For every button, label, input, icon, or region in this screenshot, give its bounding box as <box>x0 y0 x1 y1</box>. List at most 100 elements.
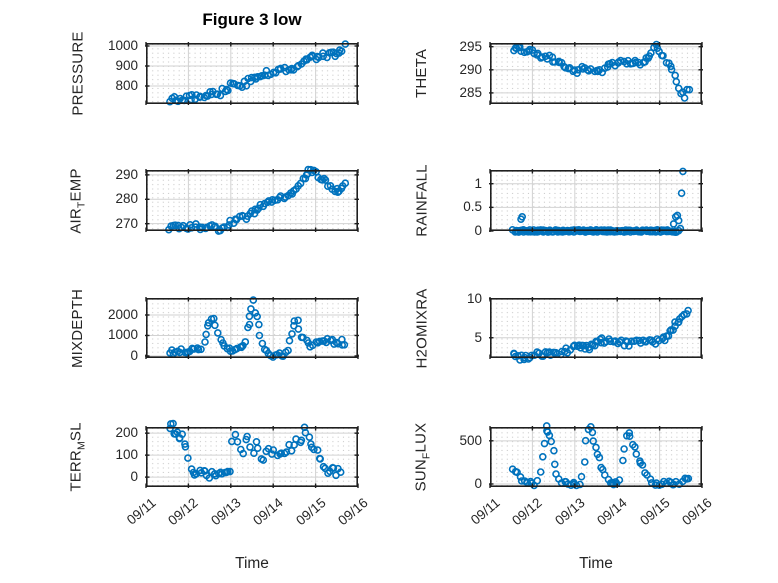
y-tick-label: 295 <box>459 38 482 54</box>
x-tick-label: 09/11 <box>123 495 159 528</box>
y-tick-label: 200 <box>115 424 138 440</box>
data-point-marker <box>241 338 250 346</box>
y-tick-label: 900 <box>115 57 138 73</box>
data-point-marker <box>288 330 296 338</box>
data-point-marker <box>259 456 268 464</box>
data-point-marker <box>245 312 254 321</box>
data-point-marker <box>329 464 338 472</box>
data-point-marker <box>581 458 589 466</box>
data-point-marker <box>527 351 536 360</box>
data-point-marker <box>201 338 209 346</box>
data-point-marker <box>242 81 251 90</box>
y-axis-label-part: EMP <box>68 167 85 201</box>
data-point-marker <box>337 47 346 55</box>
data-series <box>510 40 694 102</box>
plot-area-svg <box>489 167 703 237</box>
y-axis-label-part: TERR <box>68 450 85 492</box>
data-point-marker <box>189 345 198 353</box>
y-tick-label: 800 <box>115 77 138 93</box>
y-tick-label: 1 <box>474 175 482 191</box>
minor-grid <box>147 299 357 357</box>
data-point-marker <box>685 85 694 94</box>
data-point-marker <box>255 331 264 340</box>
x-tick-label: 09/12 <box>165 495 202 529</box>
data-point-marker <box>315 337 324 346</box>
x-tick-label: 09/14 <box>594 495 630 529</box>
data-point-marker <box>615 476 624 484</box>
data-point-marker <box>625 429 634 437</box>
y-tick-label: 1000 <box>107 327 138 343</box>
axes-border <box>490 427 702 488</box>
y-tick-label: 500 <box>459 432 482 448</box>
data-point-marker <box>319 462 328 471</box>
data-point-marker <box>684 474 693 483</box>
data-point-marker <box>319 52 327 61</box>
data-point-marker <box>237 343 246 352</box>
y-tick-label: 1000 <box>107 37 138 53</box>
y-axis-label-part: H2OMIXRA <box>413 288 431 368</box>
subplot-theta: 285 290 295 THETA <box>414 38 703 105</box>
data-point-marker <box>211 222 219 231</box>
data-point-marker <box>627 337 636 346</box>
figure-title: Figure 3 low <box>202 10 302 29</box>
data-point-marker <box>239 449 247 458</box>
axes-border <box>490 43 702 105</box>
plot-area-svg <box>489 40 703 105</box>
data-point-marker <box>592 443 600 452</box>
data-point-marker <box>547 437 556 446</box>
axis-ticks <box>145 42 359 105</box>
y-axis-label: PRESSURE <box>68 31 88 115</box>
y-axis-label-part: SL <box>68 422 85 442</box>
data-point-marker <box>606 337 615 346</box>
data-point-marker <box>341 179 350 187</box>
data-point-marker <box>672 77 681 86</box>
data-point-marker <box>588 428 597 437</box>
x-tick-label: 09/13 <box>551 495 588 529</box>
axes-border <box>146 298 358 359</box>
plot-area-svg <box>489 422 703 490</box>
x-tick-label: 09/16 <box>679 495 715 529</box>
subplot-sun-flux: 0 500 SUNFLUX 09/11 09/12 09/13 09/14 09/15 09/1… <box>412 422 715 572</box>
minor-grid <box>491 171 701 230</box>
data-point-marker <box>269 446 278 454</box>
y-tick-label: 10 <box>466 290 482 306</box>
data-point-marker <box>677 189 686 198</box>
axes-border <box>490 170 702 232</box>
plot-area-svg <box>145 419 359 488</box>
subplot-rainfall: 0 0.5 1 RAINFALL <box>414 164 703 238</box>
data-point-marker <box>616 56 625 65</box>
y-tick-label: 270 <box>115 215 138 231</box>
y-axis-label: H2OMIXRA <box>412 288 432 368</box>
data-point-marker <box>284 346 292 355</box>
data-point-marker <box>336 468 345 477</box>
y-axis-label-part: MIXDEPTH <box>69 288 87 368</box>
subplot-h2omixra: 5 10 H2OMIXRA <box>414 288 703 368</box>
data-point-marker <box>631 443 639 451</box>
data-point-marker <box>676 224 685 233</box>
data-point-marker <box>169 419 177 428</box>
y-axis-label-part: PRESSURE <box>69 31 87 116</box>
data-point-marker <box>589 437 597 445</box>
x-tick-label: 09/15 <box>636 495 673 529</box>
data-point-marker <box>247 305 255 313</box>
data-point-marker <box>551 460 559 469</box>
data-point-marker <box>340 340 349 349</box>
axis-ticks <box>145 426 359 488</box>
data-point-marker <box>294 325 303 333</box>
x-tick-label: 09/12 <box>509 495 546 529</box>
y-tick-label: 290 <box>459 61 482 77</box>
data-point-marker <box>572 481 581 490</box>
data-point-marker <box>224 86 232 95</box>
data-point-marker <box>646 475 655 484</box>
data-series <box>166 296 349 361</box>
data-point-marker <box>305 433 314 441</box>
data-point-marker <box>320 174 328 183</box>
x-tick-label: 09/11 <box>467 495 503 528</box>
data-point-marker <box>181 442 190 451</box>
x-tick-label: 09/13 <box>207 495 244 529</box>
data-point-marker <box>253 444 262 453</box>
data-point-marker <box>276 64 285 73</box>
plot-area-svg <box>489 297 703 364</box>
data-point-marker <box>321 176 330 184</box>
data-point-marker <box>316 455 324 463</box>
